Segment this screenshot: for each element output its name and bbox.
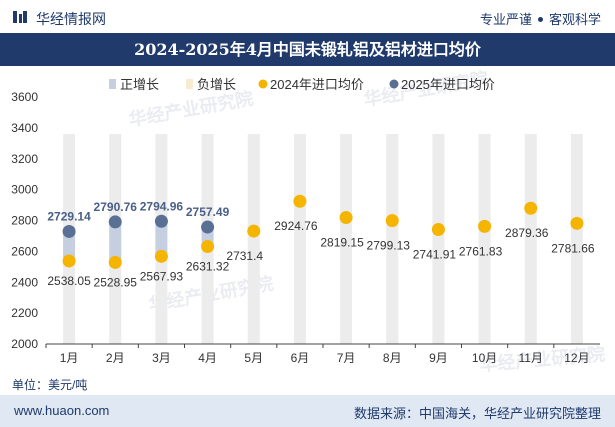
brand-name: 华经情报网 [36,11,106,27]
point-2024 [201,240,215,254]
y-tick-label: 3200 [11,152,38,166]
x-tick-label: 12月 [564,351,589,365]
chart-title: 2024-2025年4月中国未锻轧铝及铝材进口均价 [134,40,481,59]
legend-marker [258,79,268,89]
separator-dot-icon [537,17,543,23]
slogan-right: 客观科学 [548,12,601,27]
data-label-2024: 2538.05 [47,274,91,288]
y-tick-label: 3400 [11,121,38,135]
title-bar: 2024-2025年4月中国未锻轧铝及铝材进口均价 [0,33,615,66]
x-tick-label: 8月 [383,351,402,365]
bg-column [432,134,445,344]
point-2024 [385,214,399,228]
top-header: 华经情报网 专业严谨 客观科学 [0,0,615,33]
x-tick-label: 11月 [519,351,543,365]
data-label-2024: 2879.36 [505,226,549,240]
data-label-2024: 2781.66 [551,241,595,255]
slogan: 专业严谨 客观科学 [480,9,601,28]
point-2025 [201,220,215,234]
data-label-2024: 2819.15 [320,236,364,250]
point-2025 [108,215,122,229]
x-tick-label: 9月 [429,351,448,365]
data-label-2024: 2567.93 [140,269,184,283]
x-tick-label: 1月 [60,351,79,365]
point-2024 [247,224,261,238]
y-tick-label: 3000 [11,183,38,197]
x-tick-label: 3月 [152,351,171,365]
data-label-2024: 2741.91 [413,247,457,261]
data-label-2025: 2729.14 [47,209,91,223]
legend-label: 负增长 [197,77,236,92]
x-tick-label: 5月 [244,351,263,365]
growth-bar-positive [155,221,168,257]
point-2024 [339,211,353,225]
chart: 华经产业研究院华经产业研究院华经产业研究院华经产业研究院www.huaon.co… [11,67,606,376]
data-label-2024: 2631.32 [186,260,230,274]
y-tick-label: 2200 [11,306,38,320]
unit-label: 单位：美元/吨 [12,378,88,392]
y-tick-label: 2000 [11,337,38,351]
legend-swatch [109,79,116,89]
bg-column [478,134,491,344]
y-tick-label: 3600 [11,90,38,104]
watermark-text: 华经产业研究院 [127,87,255,131]
x-tick-label: 7月 [337,351,356,365]
slogan-left: 专业严谨 [479,12,532,27]
bg-column [247,134,260,344]
data-label-2025: 2790.76 [94,200,138,214]
legend-marker [389,79,399,89]
point-2024 [62,254,76,268]
point-2024 [570,216,584,230]
point-2025 [62,224,76,238]
y-tick-label: 2600 [11,244,38,258]
y-tick-label: 2400 [11,275,38,289]
site-url: www.huaon.com [14,403,110,418]
legend-label: 正增长 [120,77,159,92]
bg-column [570,134,583,344]
bg-column [386,134,399,344]
y-tick-label: 2800 [11,214,38,228]
bg-column [293,134,306,344]
legend-swatch [186,79,193,89]
data-label-2025: 2757.49 [186,205,230,219]
point-2024 [293,194,307,208]
x-tick-label: 6月 [291,351,310,365]
x-tick-label: 2月 [106,351,125,365]
point-2024 [431,222,445,236]
point-2025 [154,214,168,228]
point-2024 [108,255,122,269]
point-2024 [478,219,492,233]
growth-bar-positive [109,221,122,263]
legend-label: 2024年进口均价 [270,77,364,92]
legend-label: 2025年进口均价 [401,77,495,92]
x-tick-label: 4月 [198,351,217,365]
bg-column [524,134,537,344]
huajing-logo-icon [13,11,27,23]
bg-column [340,134,353,344]
point-2024 [524,201,538,215]
data-source: 数据来源：中国海关，华经产业研究院整理 [353,406,601,421]
data-label-2024: 2799.13 [367,239,411,253]
data-label-2024: 2528.95 [94,275,138,289]
data-label-2024: 2761.83 [459,244,503,258]
data-label-2024: 2731.4 [226,249,263,263]
x-tick-label: 10月 [472,351,497,365]
data-label-2025: 2794.96 [140,199,184,213]
footer-bar: www.huaon.com 数据来源：中国海关，华经产业研究院整理 [0,395,615,427]
growth-bar-positive [63,231,76,261]
data-label-2024: 2924.76 [274,219,318,233]
point-2024 [154,249,168,263]
